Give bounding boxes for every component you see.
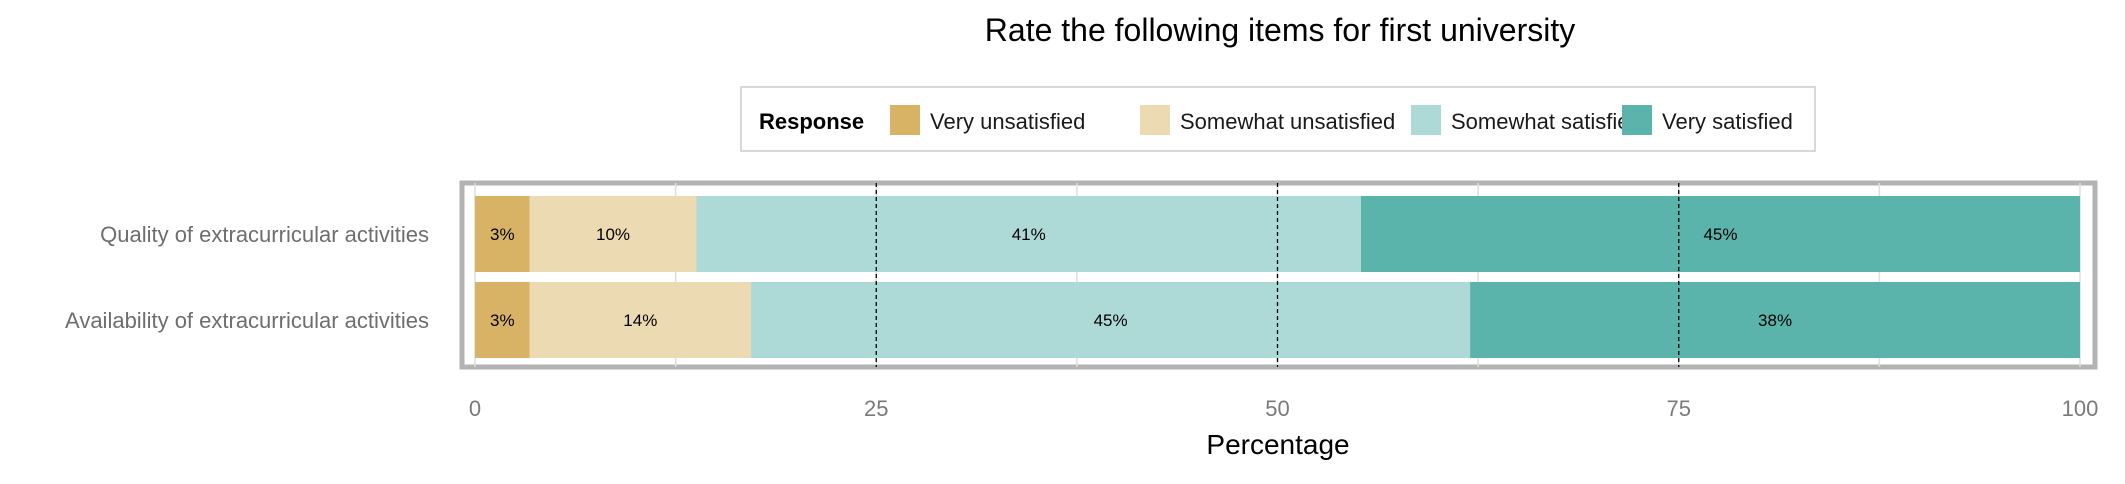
- bar-segment: [1360, 196, 2080, 272]
- bar-segment: [696, 196, 1361, 272]
- legend-label: Somewhat unsatisfied: [1180, 109, 1395, 134]
- x-tick-label: 50: [1265, 396, 1289, 421]
- data-label: 3%: [490, 225, 515, 244]
- plot-area: 3% 10% 41% 45% 3% 14% 45% 38%: [459, 180, 2098, 370]
- data-label: 14%: [623, 311, 657, 330]
- data-label: 10%: [596, 225, 630, 244]
- legend-key: [1622, 105, 1652, 135]
- legend-title: Response: [759, 109, 864, 134]
- category-label: Quality of extracurricular activities: [100, 222, 429, 247]
- data-label: 41%: [1012, 225, 1046, 244]
- bar-segment: [475, 282, 530, 358]
- data-label: 45%: [1094, 311, 1128, 330]
- x-tick-label: 75: [1667, 396, 1691, 421]
- x-axis-title: Percentage: [1206, 429, 1349, 460]
- bar-segment: [529, 282, 752, 358]
- x-tick-label: 25: [864, 396, 888, 421]
- legend-key: [1411, 105, 1441, 135]
- legend: Response Very unsatisfied Somewhat unsati…: [740, 86, 1816, 152]
- bar-segment: [751, 282, 1471, 358]
- data-label: 38%: [1758, 311, 1792, 330]
- legend-label: Very satisfied: [1662, 109, 1793, 134]
- chart-title: Rate the following items for first unive…: [985, 12, 1575, 48]
- legend-label: Very unsatisfied: [930, 109, 1085, 134]
- legend-key: [1140, 105, 1170, 135]
- data-label: 3%: [490, 311, 515, 330]
- legend-label: Somewhat satisfied: [1451, 109, 1642, 134]
- bar-segment: [1470, 282, 2080, 358]
- bar-segment: [475, 196, 530, 272]
- bar-segment: [529, 196, 697, 272]
- x-tick-label: 100: [2062, 396, 2099, 421]
- legend-key: [890, 105, 920, 135]
- category-label: Availability of extracurricular activiti…: [65, 308, 429, 333]
- x-tick-label: 0: [469, 396, 481, 421]
- data-label: 45%: [1703, 225, 1737, 244]
